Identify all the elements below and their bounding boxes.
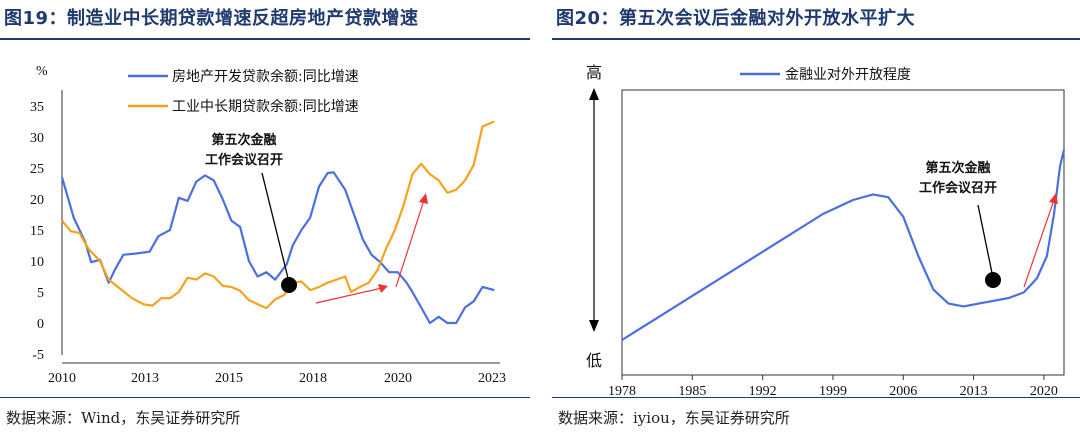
right-red-arrow (1023, 193, 1058, 288)
left-y-tick-label: -5 (32, 348, 44, 363)
left-y-tick-label: 0 (37, 317, 44, 332)
left-red-arrow-2 (395, 193, 428, 288)
right-x-tick-label: 2020 (1030, 384, 1058, 399)
left-y-unit: % (36, 64, 48, 79)
left-source-note: 数据来源：Wind，东吴证券研究所 (6, 409, 241, 427)
right-annotation-line1: 第五次金融 (925, 160, 990, 176)
right-x-tick-label: 2006 (889, 384, 917, 399)
left-x-ticks: 2010 2013 2015 2018 2020 2023 (48, 371, 506, 386)
right-x-tick-label: 1985 (678, 384, 706, 399)
right-source-note: 数据来源：iyiou，东吴证券研究所 (558, 409, 790, 427)
right-x-tick-label: 1978 (608, 384, 636, 399)
left-annotation-line2: 工作会议召开 (205, 152, 283, 168)
left-y-tick-label: 20 (30, 193, 44, 208)
left-series-lines (60, 120, 495, 325)
left-x-tick-label: 2015 (215, 371, 243, 386)
right-annotation-line2: 工作会议召开 (919, 180, 997, 196)
left-x-tick-label: 2018 (299, 371, 327, 386)
left-y-tick-label: 5 (37, 286, 44, 301)
left-axes (61, 90, 500, 364)
left-series-line-1 (60, 171, 495, 325)
left-legend-label-2: 工业中长期贷款余额:同比增速 (172, 98, 359, 115)
left-x-tick-label: 2023 (478, 371, 506, 386)
right-high-low-axis (589, 88, 599, 332)
left-y-tick-label: 30 (30, 131, 44, 146)
left-y-tick-label: 15 (30, 224, 44, 239)
right-source-rule (552, 397, 1080, 398)
right-series-lines (621, 149, 1066, 341)
right-chart-panel: 图20：第五次会议后金融对外开放水平扩大 高 低 1978 1985 1992 199… (552, 0, 1080, 442)
right-series-line-1 (621, 149, 1066, 341)
left-x-tick-label: 2010 (48, 371, 76, 386)
left-series-line-2 (61, 120, 495, 310)
right-title-rule (552, 38, 1080, 40)
right-chart-title: 图20：第五次会议后金融对外开放水平扩大 (556, 8, 916, 29)
left-legend-label-1: 房地产开发贷款余额:同比增速 (172, 68, 359, 85)
right-legend: 金融业对外开放程度 (740, 67, 911, 83)
left-annotation-line1: 第五次金融 (211, 132, 276, 148)
left-x-tick-label: 2020 (384, 371, 412, 386)
left-y-tick-label: 10 (30, 255, 44, 270)
left-title-rule (0, 38, 530, 40)
right-annotation-pointer (977, 204, 993, 274)
right-x-tick-label: 2013 (960, 384, 988, 399)
right-x-ticks: 1978 1985 1992 1999 2006 2013 2020 (608, 375, 1058, 399)
left-chart-panel: 图19：制造业中长期贷款增速反超房地产贷款增速 % -5 0 5 10 15 20 25 30… (0, 0, 530, 442)
right-legend-label-1: 金融业对外开放程度 (785, 67, 911, 83)
left-source-rule (0, 397, 530, 398)
left-red-arrow-1 (315, 284, 388, 304)
right-y-low-label: 低 (586, 351, 602, 370)
left-annotation-pointer (261, 172, 289, 279)
right-chart: 高 低 1978 1985 1992 1999 2006 2013 2020 金融业对外开放… (586, 63, 1066, 399)
right-plot-frame (621, 89, 1065, 376)
right-x-tick-label: 1999 (819, 384, 847, 399)
right-annotation-dot (985, 272, 1001, 288)
left-chart-title: 图19：制造业中长期贷款增速反超房地产贷款增速 (4, 8, 419, 29)
left-y-tick-label: 35 (30, 100, 44, 115)
left-x-tick-label: 2013 (131, 371, 159, 386)
right-x-tick-label: 1992 (749, 384, 777, 399)
left-y-ticks: -5 0 5 10 15 20 25 30 35 (30, 100, 44, 363)
left-y-tick-label: 25 (30, 162, 44, 177)
left-annotation-dot (281, 277, 297, 293)
right-y-high-label: 高 (586, 63, 602, 82)
